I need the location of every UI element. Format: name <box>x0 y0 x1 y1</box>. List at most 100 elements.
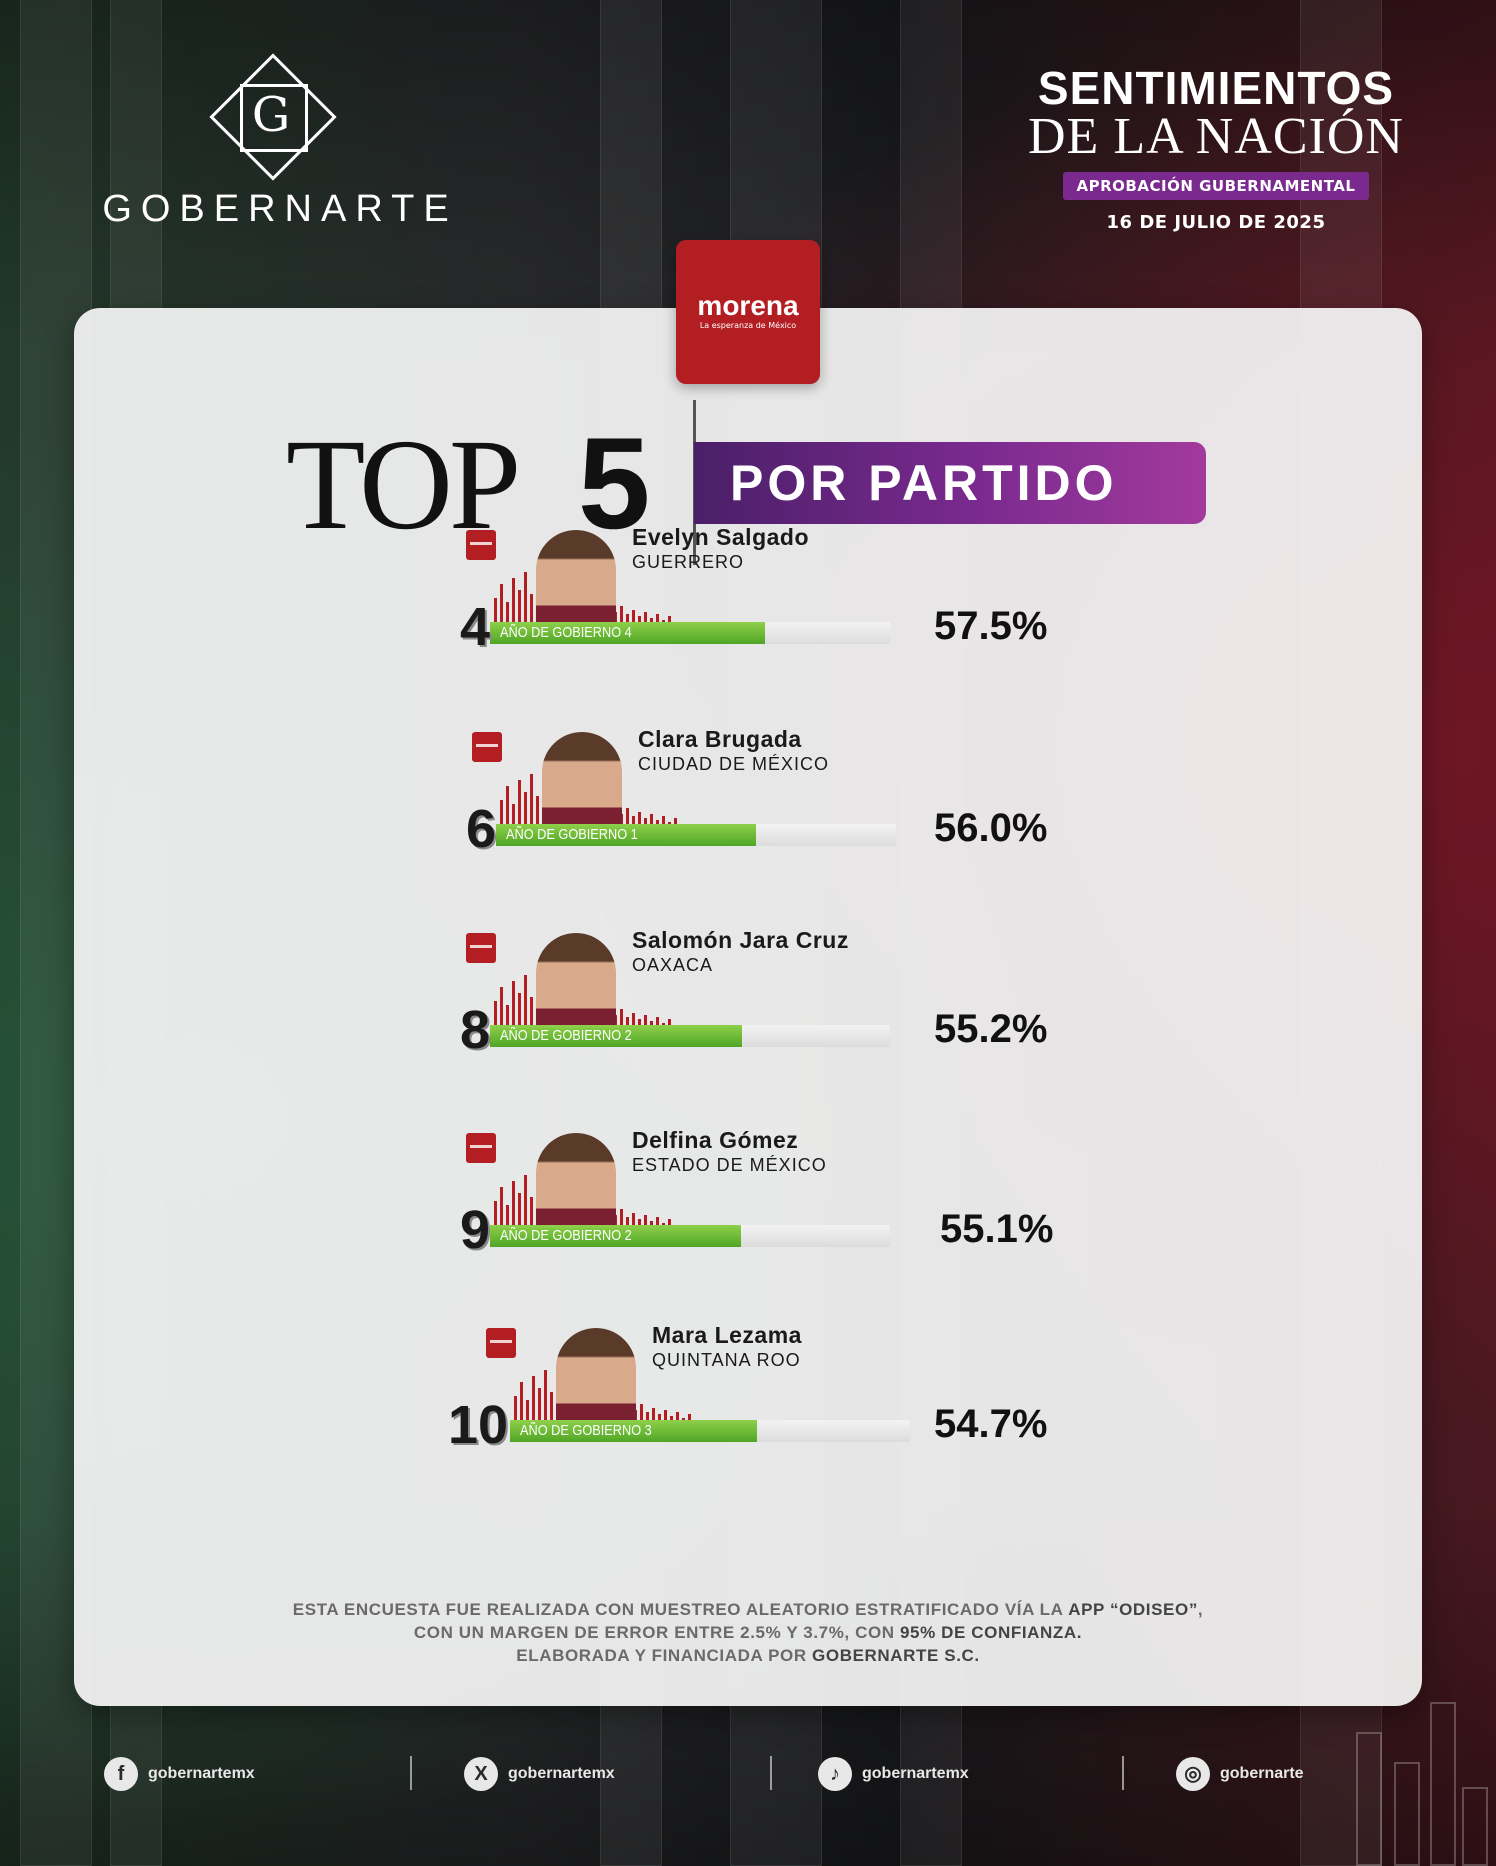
sparkline-bar <box>506 602 509 628</box>
header-subtitle-badge: APROBACIÓN GUBERNAMENTAL <box>1062 172 1370 200</box>
approval-bar-fill <box>490 622 765 644</box>
approval-bar-track: AÑO DE GOBIERNO 1 <box>496 824 896 846</box>
ranking-card <box>74 308 1422 1706</box>
approval-bar-track: AÑO DE GOBIERNO 4 <box>490 622 890 644</box>
sparkline-bar <box>518 993 521 1031</box>
heading-top: TOP <box>286 413 521 557</box>
footnote-line1-bold: APP “ODISEO” <box>1068 1600 1198 1619</box>
footnote-line1-text: ESTA ENCUESTA FUE REALIZADA CON MUESTREO… <box>292 1600 1069 1619</box>
sparkline-bar <box>524 792 527 830</box>
footnote-line2-text: CON UN MARGEN DE ERROR ENTRE 2.5% Y 3.7%… <box>413 1623 900 1642</box>
footnote-line3-bold: GOBERNARTE S.C. <box>812 1646 980 1665</box>
approval-bar-fill <box>496 824 756 846</box>
candidate-photo <box>536 933 616 1033</box>
instagram-icon: ◎ <box>1176 1756 1210 1791</box>
sparkline-bar <box>662 816 665 830</box>
sparkline-bar <box>632 816 635 830</box>
x-icon: X <box>464 1756 498 1791</box>
approval-percentage: 55.1% <box>940 1207 1054 1251</box>
sparkline-bar <box>638 812 641 830</box>
sparkline-bar <box>650 814 653 830</box>
candidate-state: ESTADO DE MÉXICO <box>632 1155 827 1175</box>
party-mini-logo <box>466 933 496 963</box>
footnote-line2-bold: 95% DE CONFIANZA. <box>899 1623 1083 1642</box>
sparkline-bar <box>530 594 533 628</box>
sparkline-bar <box>536 796 539 830</box>
sparkline-bar <box>626 1017 629 1031</box>
party-mini-logo <box>486 1328 516 1358</box>
sparkline-bar <box>500 584 503 628</box>
candidate-name: Clara Brugada <box>638 726 802 752</box>
tiktok-handle: gobernartemx <box>862 1765 969 1782</box>
candidate-name: Evelyn Salgado <box>632 524 810 550</box>
brand-name: GOBERNARTE <box>102 188 458 230</box>
gobernarte-logo: G GOBERNARTE <box>90 53 470 240</box>
approval-bar-fill <box>490 1225 741 1247</box>
rank-number: 8 <box>460 1000 491 1060</box>
sparkline-bar <box>512 981 515 1031</box>
footnote-line3-text: ELABORADA Y FINANCIADA POR <box>516 1646 813 1665</box>
logo-square-shape <box>240 84 308 152</box>
sparkline-bar <box>518 780 521 830</box>
footnote-line1-end: , <box>1197 1600 1204 1619</box>
sparkline-bar <box>518 1193 521 1231</box>
sparkline-bar <box>506 1005 509 1031</box>
sparkline-bar <box>646 1412 649 1426</box>
social-facebook-link[interactable]: f gobernartemx <box>104 1752 255 1796</box>
sparkline-bar <box>676 1412 679 1426</box>
header-title-block: SENTIMIENTOS DE LA NACIÓN APROBACIÓN GUB… <box>1006 64 1426 233</box>
sparkline-bar <box>500 1187 503 1231</box>
sparkline-bar <box>656 614 659 628</box>
sparkline-bar <box>524 975 527 1031</box>
tiktok-icon: ♪ <box>818 1756 852 1791</box>
party-tagline: La esperanza de México <box>699 321 797 330</box>
approval-bar-track: AÑO DE GOBIERNO 2 <box>490 1025 890 1047</box>
social-tiktok-link[interactable]: ♪ gobernartemx <box>818 1752 969 1796</box>
sparkline-bar <box>656 1017 659 1031</box>
party-mini-logo <box>466 1133 496 1163</box>
approval-percentage: 57.5% <box>934 604 1048 648</box>
social-instagram-link[interactable]: ◎ gobernarte <box>1176 1752 1304 1796</box>
sparkline-bar <box>500 987 503 1031</box>
sparkline-bar <box>632 1213 635 1231</box>
party-mini-logo <box>466 530 496 560</box>
sparkline-bar <box>620 606 623 628</box>
candidate-photo <box>536 530 616 630</box>
approval-percentage: 56.0% <box>934 806 1048 850</box>
approval-bar-fill <box>490 1025 742 1047</box>
instagram-handle: gobernarte <box>1220 1765 1304 1782</box>
facebook-handle: gobernartemx <box>148 1765 255 1782</box>
sparkline-bar <box>664 1410 667 1426</box>
term-label: AÑO DE GOBIERNO 2 <box>500 1027 632 1044</box>
sparkline-bar <box>512 1181 515 1231</box>
sparkline-bar <box>494 1201 497 1231</box>
rank-number: 4 <box>460 597 491 657</box>
candidate-state: OAXACA <box>632 955 714 975</box>
term-label: AÑO DE GOBIERNO 1 <box>506 826 638 843</box>
candidate-state: QUINTANA ROO <box>652 1350 801 1370</box>
rank-number: 10 <box>448 1395 509 1455</box>
sparkline-bar <box>494 598 497 628</box>
party-mini-logo <box>472 732 502 762</box>
header-date: 16 DE JULIO DE 2025 <box>1106 212 1326 233</box>
sparkline-bar <box>524 572 527 628</box>
sparkline-bar <box>500 800 503 830</box>
x-handle: gobernartemx <box>508 1765 615 1782</box>
rank-number: 9 <box>460 1200 491 1260</box>
sparkline-bar <box>644 1215 647 1231</box>
candidate-photo <box>536 1133 616 1233</box>
survey-footnote: ESTA ENCUESTA FUE REALIZADA CON MUESTREO… <box>74 1598 1422 1667</box>
heading-number: 5 <box>578 410 651 556</box>
approval-percentage: 54.7% <box>934 1402 1048 1446</box>
candidate-photo <box>556 1328 636 1428</box>
social-separator <box>770 1756 772 1790</box>
sparkline-bar <box>512 578 515 628</box>
social-separator <box>410 1756 412 1790</box>
approval-bar-track: AÑO DE GOBIERNO 2 <box>490 1225 890 1247</box>
heading-label-badge: POR PARTIDO <box>694 442 1206 524</box>
candidate-name: Salomón Jara Cruz <box>632 927 849 953</box>
sparkline-bar <box>494 1001 497 1031</box>
sparkline-bar <box>626 808 629 830</box>
sparkline-bar <box>620 1009 623 1031</box>
